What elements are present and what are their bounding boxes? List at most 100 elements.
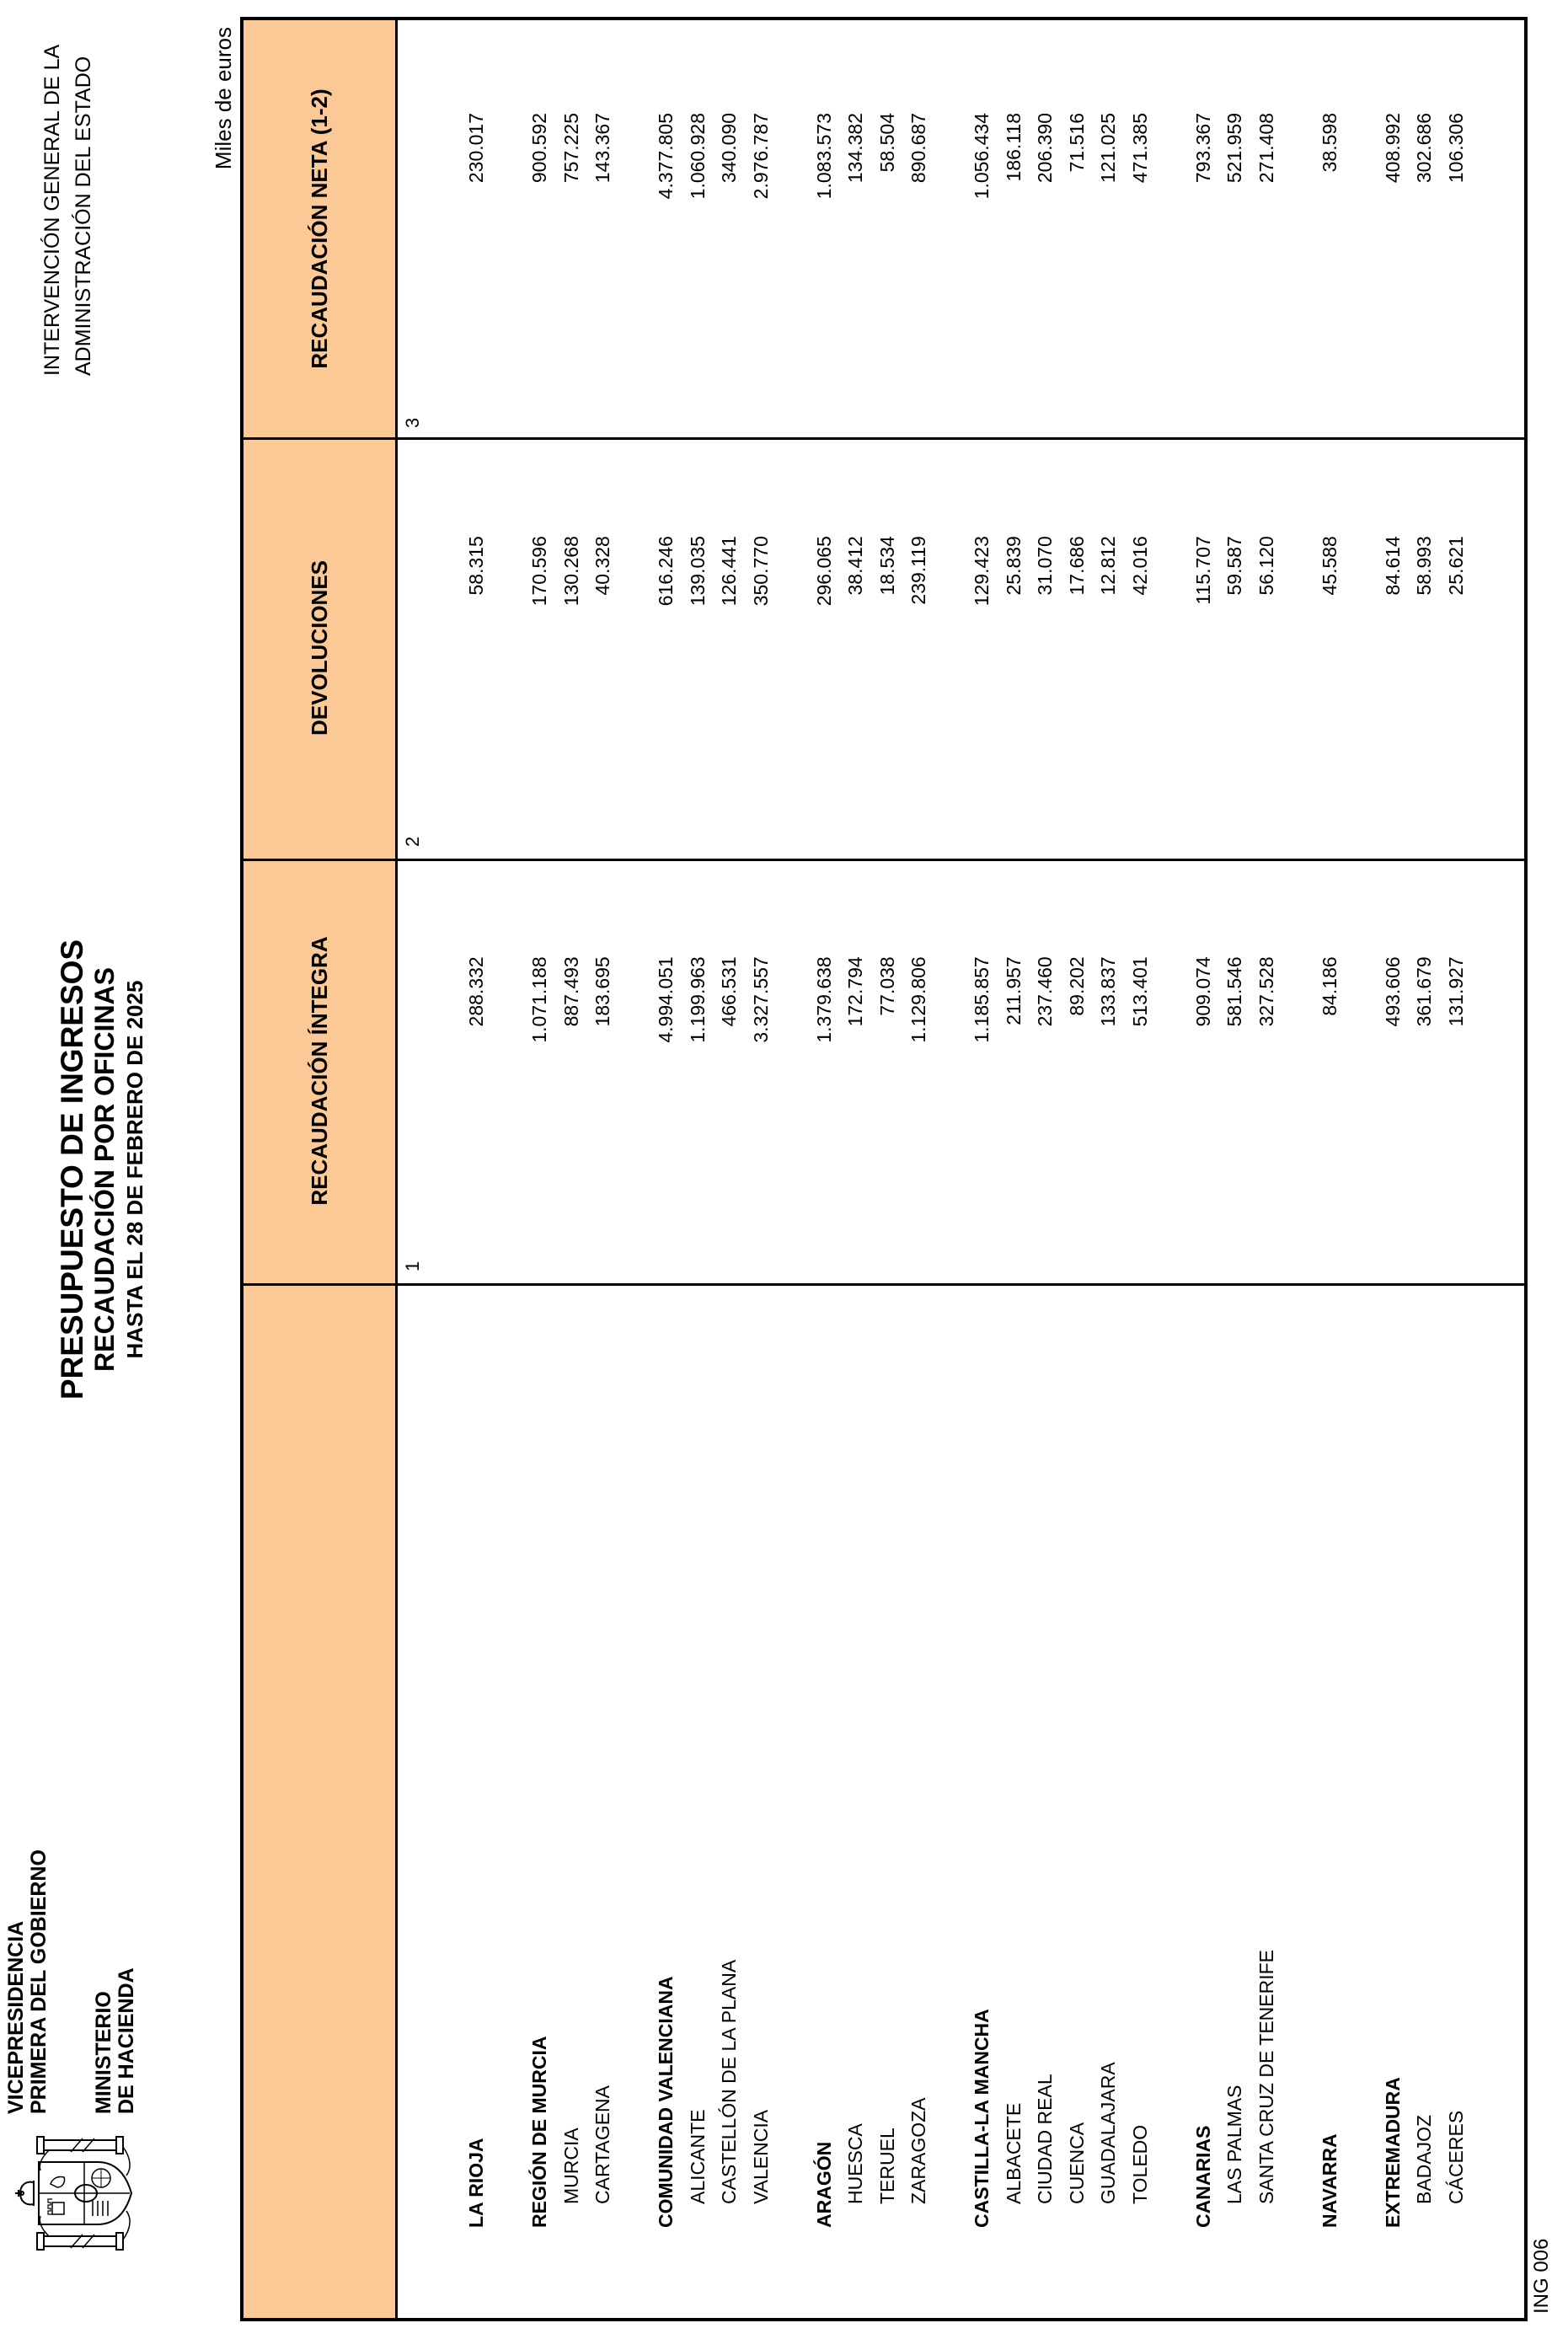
recaudacion-neta-cell: 271.408 (1255, 113, 1277, 184)
office-name-cell: EXTREMADURA (1381, 2077, 1404, 2228)
table-row: NAVARRA 84.186 45.588 38.598 (1314, 20, 1346, 2318)
recaudacion-integra-cell: 1.129.806 (907, 956, 929, 1043)
devoluciones-cell: 38.412 (844, 536, 866, 596)
recaudacion-integra-cell: 211.957 (1002, 956, 1025, 1025)
recaudacion-neta-cell: 230.017 (465, 113, 487, 184)
recaudacion-neta-cell: 890.687 (907, 113, 929, 184)
recaudacion-integra-cell: 133.837 (1097, 956, 1119, 1027)
recaudacion-integra-cell: 84.186 (1318, 956, 1341, 1016)
table-row: CANARIAS 909.074 115.707 793.367 (1188, 20, 1220, 2318)
devoluciones-cell: 58.993 (1413, 536, 1435, 596)
recaudacion-integra-cell: 172.794 (844, 956, 866, 1027)
devoluciones-cell: 616.246 (655, 536, 677, 607)
devoluciones-cell: 129.423 (971, 536, 993, 607)
devoluciones-cell: 25.839 (1002, 536, 1025, 596)
table-row: VALENCIA 3.327.557 350.770 2.976.787 (746, 20, 778, 2318)
office-name-cell: REGIÓN DE MURCIA (528, 2036, 550, 2228)
table-row: CÁCERES 131.927 25.621 106.306 (1441, 20, 1473, 2318)
recaudacion-neta-cell: 143.367 (591, 113, 613, 184)
column-number-1: 1 (402, 1260, 423, 1271)
recaudacion-integra-cell: 513.401 (1128, 956, 1151, 1027)
recaudacion-neta-cell: 302.686 (1413, 113, 1435, 184)
table-row: TERUEL 77.038 18.534 58.504 (872, 20, 904, 2318)
recaudacion-neta-cell: 900.592 (528, 113, 550, 184)
office-name-cell: TOLEDO (1128, 2124, 1151, 2204)
office-name-cell: ALBACETE (1002, 2102, 1025, 2204)
recaudacion-neta-cell: 206.390 (1034, 113, 1056, 184)
devoluciones-cell: 139.035 (686, 536, 709, 607)
office-name-cell: LAS PALMAS (1223, 2085, 1245, 2204)
table-row: ZARAGOZA 1.129.806 239.119 890.687 (903, 20, 935, 2318)
recaudacion-integra-cell: 3.327.557 (749, 956, 772, 1043)
devoluciones-cell: 45.588 (1318, 536, 1341, 596)
recaudacion-integra-cell: 887.493 (559, 956, 582, 1027)
devoluciones-cell: 350.770 (749, 536, 772, 607)
devoluciones-cell: 17.686 (1065, 536, 1088, 596)
recaudacion-neta-cell: 2.976.787 (749, 113, 772, 200)
table-row: GUADALAJARA 133.837 12.812 121.025 (1093, 20, 1125, 2318)
page-subtitle: RECAUDACIÓN POR OFICINAS (89, 966, 120, 1373)
table-row: CIUDAD REAL 237.460 31.070 206.390 (1030, 20, 1062, 2318)
office-name-cell: CIUDAD REAL (1034, 2074, 1056, 2204)
agency-line-2: ADMINISTRACIÓN DEL ESTADO (72, 56, 95, 376)
recaudacion-integra-cell: 131.927 (1444, 956, 1467, 1027)
recaudacion-integra-cell: 361.679 (1413, 956, 1435, 1027)
table-row: CASTELLÓN DE LA PLANA 466.531 126.441 34… (714, 20, 746, 2318)
ministry-line-primera: PRIMERA DEL GOBIERNO (27, 1849, 51, 2114)
table-row: CUENCA 89.202 17.686 71.516 (1062, 20, 1094, 2318)
recaudacion-integra-cell: 183.695 (591, 956, 613, 1027)
recaudacion-neta-cell: 71.516 (1065, 113, 1088, 173)
recaudacion-integra-cell: 89.202 (1065, 956, 1088, 1016)
office-name-cell: CASTELLÓN DE LA PLANA (718, 1959, 740, 2204)
recaudacion-integra-cell: 237.460 (1034, 956, 1056, 1027)
recaudacion-integra-cell: 1.379.638 (812, 956, 835, 1043)
devoluciones-cell: 59.587 (1223, 536, 1245, 596)
recaudacion-neta-cell: 1.056.434 (971, 113, 993, 200)
recaudacion-integra-cell: 327.528 (1255, 956, 1277, 1027)
table-row: LA RIOJA 288.332 58.315 230.017 (461, 20, 493, 2318)
office-name-cell: MURCIA (559, 2128, 582, 2204)
column-number-2: 2 (402, 836, 423, 847)
table-row: SANTA CRUZ DE TENERIFE 327.528 56.120 27… (1251, 20, 1283, 2318)
recaudacion-neta-cell: 58.504 (875, 113, 898, 173)
devoluciones-cell: 56.120 (1255, 536, 1277, 596)
recaudacion-neta-cell: 793.367 (1191, 113, 1214, 184)
recaudacion-neta-cell: 757.225 (559, 113, 582, 184)
office-name-cell: CÁCERES (1444, 2110, 1467, 2204)
recaudacion-neta-cell: 4.377.805 (655, 113, 677, 200)
table-row: MURCIA 887.493 130.268 757.225 (556, 20, 588, 2318)
table-row: REGIÓN DE MURCIA 1.071.188 170.596 900.5… (524, 20, 556, 2318)
spain-coat-of-arms-logo (15, 2136, 133, 2251)
devoluciones-cell: 31.070 (1034, 536, 1056, 596)
table-row: BADAJOZ 361.679 58.993 302.686 (1409, 20, 1441, 2318)
column-number-3: 3 (402, 417, 423, 428)
office-name-cell: SANTA CRUZ DE TENERIFE (1255, 1949, 1277, 2204)
recaudacion-integra-cell: 288.332 (465, 956, 487, 1027)
office-name-cell: TERUEL (875, 2128, 898, 2204)
header-cell-recaudacion-neta: RECAUDACIÓN NETA (1-2) (306, 88, 332, 369)
office-name-cell: CASTILLA-LA MANCHA (971, 2009, 993, 2228)
devoluciones-cell: 115.707 (1191, 536, 1214, 605)
office-name-cell: COMUNIDAD VALENCIANA (655, 1976, 677, 2228)
recaudacion-neta-cell: 106.306 (1444, 113, 1467, 184)
office-name-cell: NAVARRA (1318, 2133, 1341, 2228)
header-cell-recaudacion-integra: RECAUDACIÓN ÍNTEGRA (306, 936, 332, 1206)
office-name-cell: VALENCIA (749, 2109, 772, 2204)
units-label: Miles de euros (211, 27, 236, 170)
office-name-cell: ALICANTE (686, 2109, 709, 2204)
devoluciones-cell: 130.268 (559, 536, 582, 607)
ministry-line-hacienda: DE HACIENDA (115, 1967, 138, 2114)
devoluciones-cell: 126.441 (718, 536, 740, 607)
office-name-cell: ARAGÓN (812, 2141, 835, 2228)
ministry-line-ministerio: MINISTERIO (92, 1991, 115, 2114)
recaudacion-integra-cell: 77.038 (875, 956, 898, 1016)
recaudacion-neta-cell: 521.959 (1223, 113, 1245, 184)
recaudacion-neta-cell: 121.025 (1097, 113, 1119, 184)
recaudacion-neta-cell: 408.992 (1381, 113, 1404, 184)
recaudacion-neta-cell: 186.118 (1002, 113, 1025, 182)
devoluciones-cell: 58.315 (465, 536, 487, 596)
devoluciones-cell: 12.812 (1097, 536, 1119, 596)
devoluciones-cell: 18.534 (875, 536, 898, 596)
